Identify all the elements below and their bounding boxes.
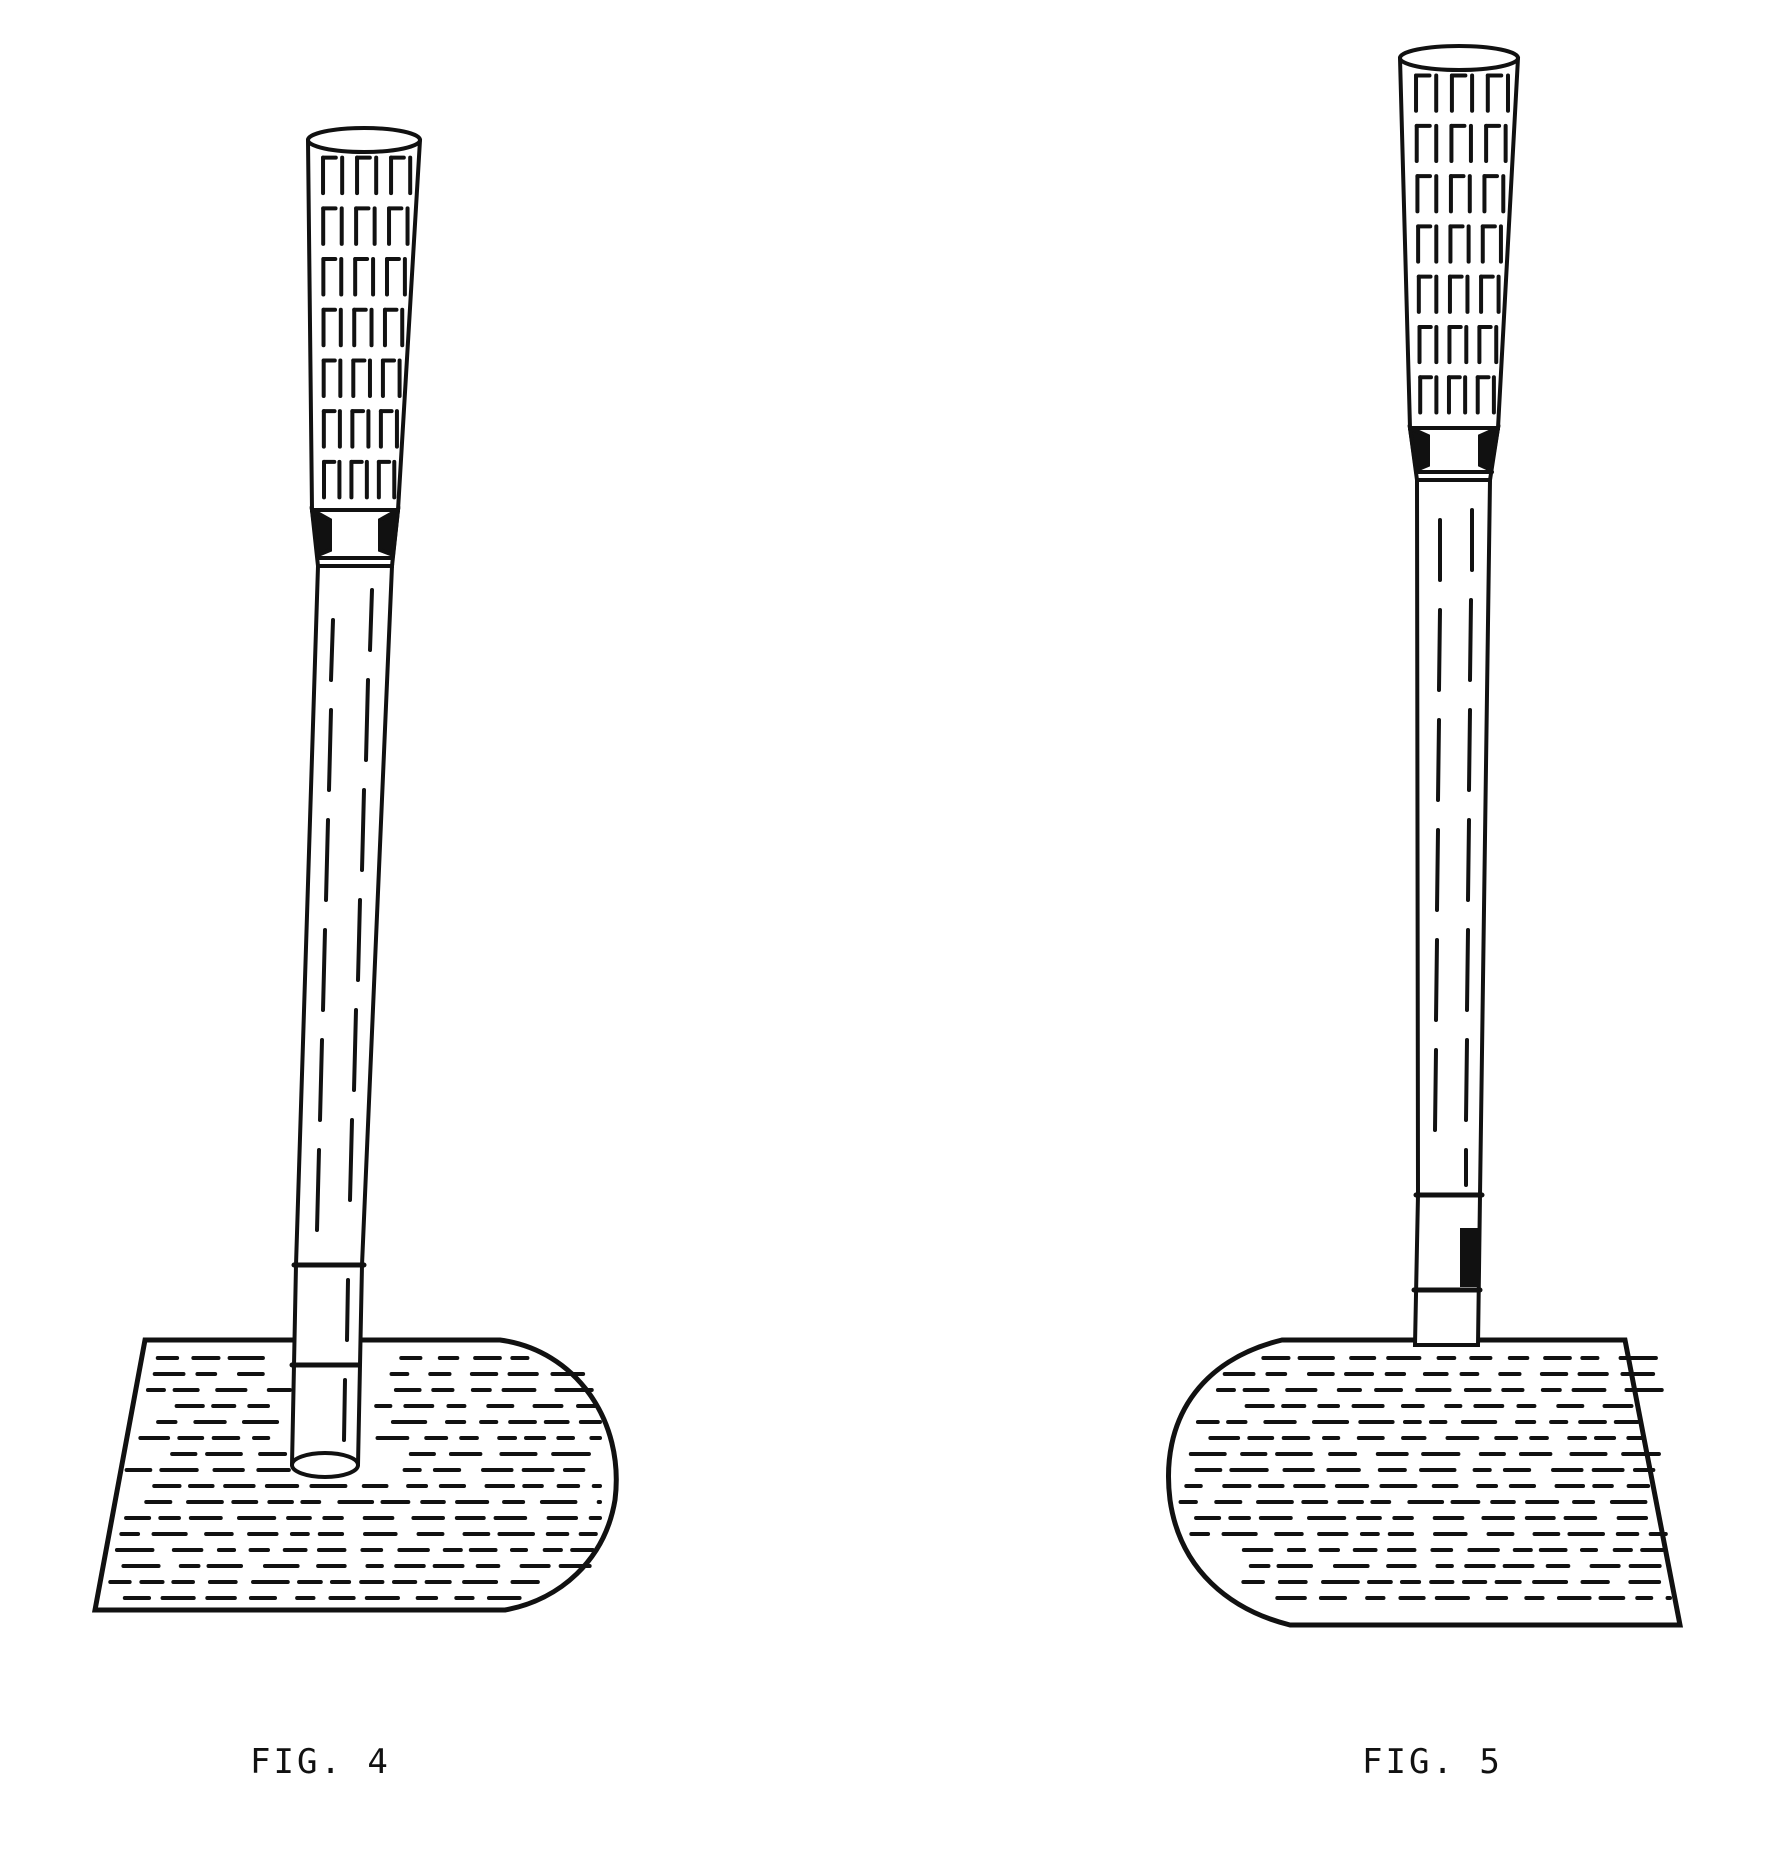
fig5-caption: FIG. 5	[1362, 1742, 1503, 1782]
fig5-blade	[1168, 1340, 1680, 1625]
fig5-shaft	[1414, 480, 1490, 1345]
fig5-collar	[1410, 428, 1498, 480]
fig5-grip	[1400, 46, 1518, 428]
fig4-caption: FIG. 4	[250, 1742, 391, 1782]
fig4-collar	[312, 510, 398, 566]
fig4-grip	[308, 128, 420, 510]
